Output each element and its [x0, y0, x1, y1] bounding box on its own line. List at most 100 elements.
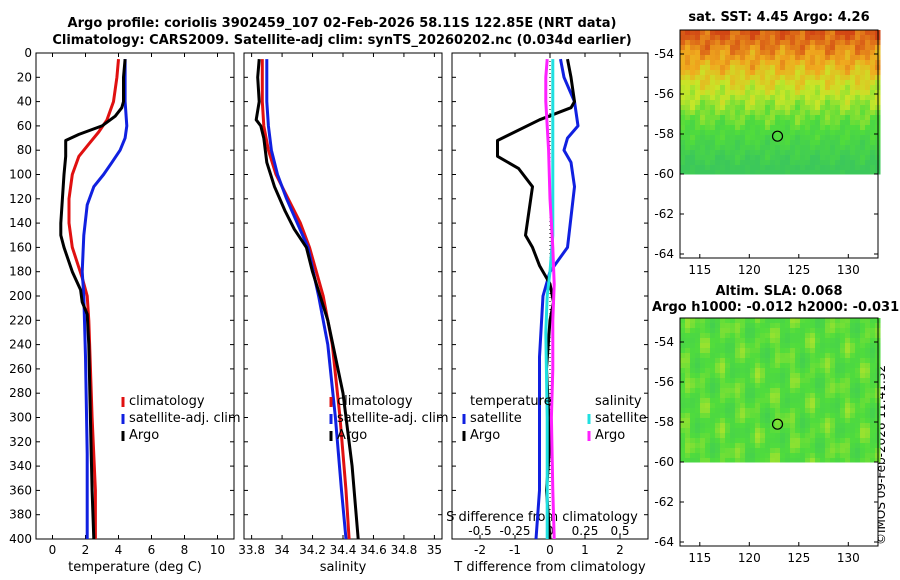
sst-map-cell	[800, 120, 806, 126]
sla-map-cell	[795, 388, 801, 394]
sla-map-cell	[735, 423, 741, 429]
sst-map-cell	[760, 120, 766, 126]
sla-map-cell	[820, 368, 826, 374]
sla-map-cell	[855, 443, 861, 449]
sla-map-cell	[825, 373, 831, 379]
sla-map-cell	[720, 328, 726, 334]
sst-map-cell	[830, 135, 836, 141]
sla-map-cell	[820, 323, 826, 329]
sla-map-cell	[700, 343, 706, 349]
sst-map-cell	[740, 80, 746, 86]
sst-map-cell	[810, 75, 816, 81]
sla-map-cell	[765, 383, 771, 389]
sst-map-cell	[860, 135, 866, 141]
sla-map-cell	[850, 443, 856, 449]
sst-map-cell	[830, 90, 836, 96]
sla-map-cell	[815, 363, 821, 369]
sst-map-cell	[790, 140, 796, 146]
sla-map-cell	[680, 348, 686, 354]
sla-map-cell	[825, 343, 831, 349]
sst-map-cell	[845, 35, 851, 41]
sst-map-cell	[700, 150, 706, 156]
sst-map-cell	[785, 170, 791, 175]
sst-map-cell	[765, 165, 771, 171]
sla-map-cell	[815, 438, 821, 444]
sst-map-cell	[755, 140, 761, 146]
sst-map-cell	[800, 70, 806, 76]
sla-map-cell	[685, 443, 691, 449]
sst-map-cell	[850, 40, 856, 46]
sst-map-cell	[850, 95, 856, 101]
sst-map-cell	[830, 110, 836, 116]
sst-map-cell	[855, 65, 861, 71]
sla-map-cell	[765, 388, 771, 394]
sst-map-cell	[760, 55, 766, 61]
sla-map-xtick-label: 130	[837, 551, 860, 565]
sst-map-cell	[765, 70, 771, 76]
sla-map-cell	[735, 443, 741, 449]
sla-map-cell	[750, 318, 756, 324]
sla-map-cell	[715, 373, 721, 379]
sst-map-cell	[755, 155, 761, 161]
sla-map-cell	[720, 433, 726, 439]
sst-map-cell	[715, 90, 721, 96]
sla-map-cell	[860, 323, 866, 329]
sla-map-cell	[725, 343, 731, 349]
sla-map-cell	[700, 318, 706, 324]
sst-map-cell	[745, 165, 751, 171]
sla-map-cell	[865, 373, 871, 379]
sst-map-cell	[750, 160, 756, 166]
sst-map-cell	[775, 90, 781, 96]
sla-map-cell	[770, 388, 776, 394]
sst-map-cell	[740, 55, 746, 61]
sla-map-cell	[785, 393, 791, 399]
sst-map-cell	[760, 135, 766, 141]
sst-map-cell	[735, 170, 741, 175]
sst-map-cell	[840, 160, 846, 166]
sst-map-cell	[735, 65, 741, 71]
sst-map-cell	[740, 70, 746, 76]
sla-map-cell	[685, 343, 691, 349]
sla-map-cell	[705, 388, 711, 394]
depth-tick-label: 100	[9, 168, 32, 182]
sla-map-cell	[870, 428, 876, 434]
sla-map-cell	[710, 383, 716, 389]
sla-map-cell	[775, 423, 781, 429]
sst-map-cell	[855, 170, 861, 175]
sst-map-cell	[740, 100, 746, 106]
sst-map-cell	[860, 55, 866, 61]
sla-map-cell	[680, 458, 686, 463]
sst-map-cell	[805, 60, 811, 66]
sst-map-cell	[705, 90, 711, 96]
sst-map-cell	[690, 95, 696, 101]
depth-tick-label: 40	[17, 95, 32, 109]
sla-map-cell	[680, 388, 686, 394]
sst-map-cell	[840, 170, 846, 175]
sst-map-cell	[710, 35, 716, 41]
sla-map-cell	[845, 338, 851, 344]
sst-map-cell	[735, 60, 741, 66]
sla-map-cell	[825, 393, 831, 399]
sst-map-cell	[685, 70, 691, 76]
sla-map-cell	[785, 438, 791, 444]
sla-map-cell	[840, 408, 846, 414]
sst-map-cell	[685, 165, 691, 171]
sla-map-cell	[790, 438, 796, 444]
sla-map-cell	[750, 363, 756, 369]
sst-map-cell	[685, 170, 691, 175]
sst-map-cell	[845, 55, 851, 61]
sst-map-cell	[810, 105, 816, 111]
sst-map-cell	[835, 150, 841, 156]
sst-map-cell	[795, 55, 801, 61]
sla-map-cell	[790, 458, 796, 463]
sst-map-cell	[865, 30, 871, 36]
sla-map-cell	[760, 333, 766, 339]
sst-map-cell	[845, 60, 851, 66]
sla-map-cell	[865, 318, 871, 324]
sla-map-cell	[790, 443, 796, 449]
sst-map-cell	[735, 130, 741, 136]
sst-map-cell	[790, 155, 796, 161]
sla-map-cell	[780, 443, 786, 449]
sst-map-cell	[800, 155, 806, 161]
